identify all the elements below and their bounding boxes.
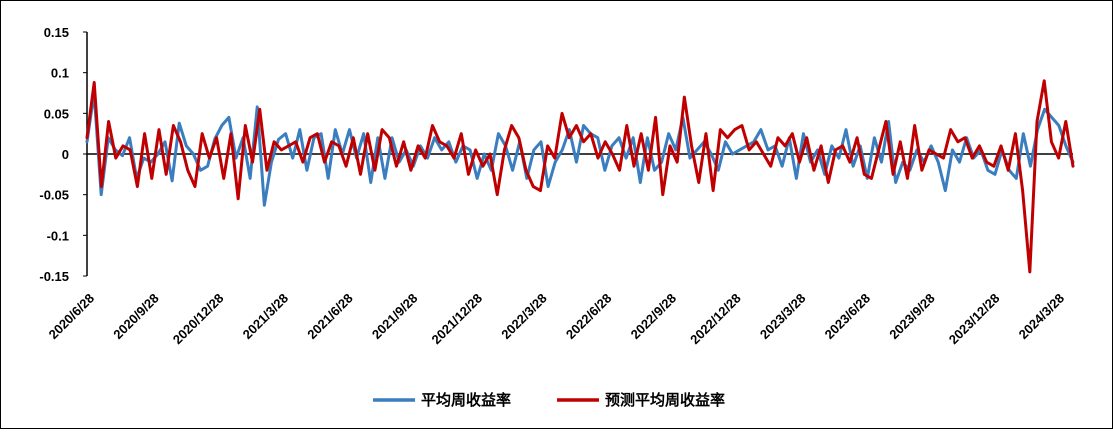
y-tick-label: 0.15 [44,25,69,40]
legend-label-1: 平均周收益率 [421,391,511,409]
x-tick-label: 2021/12/28 [428,291,485,348]
y-tick-label: 0.05 [44,106,69,121]
x-tick-label: 2023/12/28 [946,291,1003,348]
x-tick-label: 2022/6/28 [563,291,615,343]
series-line-2 [85,79,1075,274]
x-tick-label: 2023/3/28 [757,291,809,343]
x-tick-label: 2021/6/28 [304,291,356,343]
x-tick-label: 2023/6/28 [822,291,874,343]
y-tick-label: 0 [62,147,69,162]
x-tick-label: 2022/3/28 [498,291,550,343]
x-tick-label: 2020/6/28 [46,291,98,343]
y-tick-label: -0.15 [39,269,69,284]
x-tick-label: 2021/9/28 [369,291,421,343]
legend: 平均周收益率 预测平均周收益率 [373,391,725,409]
x-tick-label: 2020/12/28 [170,291,227,348]
x-tick-label: 2023/9/28 [886,291,938,343]
x-tick-label: 2022/12/28 [687,291,744,348]
series-line-1 [85,91,1075,207]
y-axis: 0.15 0.1 0.05 0 -0.05 -0.1 -0.15 [39,25,88,284]
x-tick-label: 2024/3/28 [1016,291,1068,343]
x-tick-label: 2022/9/28 [628,291,680,343]
y-tick-label: -0.1 [47,228,69,243]
y-tick-label: -0.05 [39,188,69,203]
x-tick-label: 2021/3/28 [240,291,292,343]
series-lines [85,79,1075,274]
x-axis: 2020/6/28 2020/9/28 2020/12/28 2021/3/28 202… [46,153,1073,348]
y-tick-label: 0.1 [51,66,69,81]
x-tick-label: 2020/9/28 [110,291,162,343]
legend-label-2: 预测平均周收益率 [605,391,725,409]
